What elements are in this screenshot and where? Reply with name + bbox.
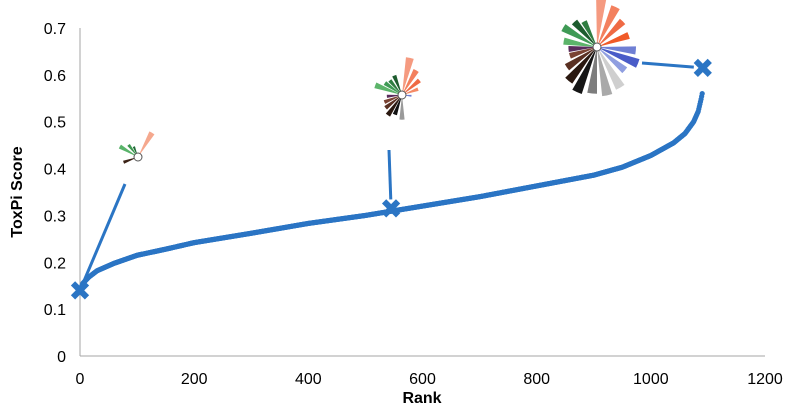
toxpi-slice xyxy=(568,46,597,52)
toxpi-center-dot xyxy=(133,152,143,162)
toxpi-slice xyxy=(597,32,630,47)
y-tick-label: 0.3 xyxy=(44,208,66,225)
x-tick-label: 400 xyxy=(295,371,322,388)
y-tick-label: 0.4 xyxy=(44,162,66,179)
x-tick-label: 1000 xyxy=(633,371,669,388)
toxpi-slice xyxy=(564,47,597,71)
x-tick-label: 800 xyxy=(523,371,550,388)
toxpi-slice xyxy=(399,95,405,120)
x-tick-label: 0 xyxy=(76,371,85,388)
toxpi-slice xyxy=(402,57,414,95)
toxpi-slice xyxy=(383,95,402,104)
callout-line xyxy=(82,183,127,283)
toxpi-slice xyxy=(392,95,402,116)
toxpi-slice xyxy=(402,87,419,95)
y-tick-label: 0.1 xyxy=(44,302,66,319)
data-point xyxy=(699,91,705,97)
score-curve xyxy=(77,65,706,293)
x-tick-labels: 0 200 400 600 800 1000 1200 xyxy=(76,371,783,388)
callout-lines xyxy=(82,61,694,283)
toxpi-slice xyxy=(563,37,597,47)
toxpi-slice xyxy=(561,24,597,47)
toxpi-profile-glyph xyxy=(561,0,640,97)
toxpi-slice xyxy=(565,47,597,84)
toxpi-center-dot xyxy=(397,90,407,100)
toxpi-slice xyxy=(402,78,421,95)
highlight-x-marker xyxy=(693,58,712,77)
toxpi-slice xyxy=(587,47,597,94)
y-tick-label: 0 xyxy=(57,349,66,366)
toxpi-slice xyxy=(571,19,597,47)
toxpi-profile-glyph xyxy=(374,57,421,120)
toxpi-slice xyxy=(383,81,402,95)
toxpi-slice xyxy=(597,18,626,47)
toxpi-slice xyxy=(597,5,620,48)
toxpi-slice xyxy=(374,82,402,95)
toxpi-slice xyxy=(596,0,607,47)
toxpi-slice xyxy=(569,47,597,59)
toxpi-slice xyxy=(597,46,636,55)
toxpi-slice xyxy=(597,47,628,74)
y-tick-label: 0.2 xyxy=(44,255,66,272)
toxpi-slice xyxy=(118,144,138,157)
toxpi-slice xyxy=(384,95,402,110)
y-tick-label: 0.6 xyxy=(44,68,66,85)
toxpi-slice xyxy=(388,79,402,95)
toxpi-slice xyxy=(392,74,402,95)
toxpi-slice xyxy=(572,47,597,94)
toxpi-slice xyxy=(402,68,419,95)
toxpi-slice xyxy=(385,95,402,117)
toxpi-profiles xyxy=(118,0,640,164)
callout-line xyxy=(641,61,694,69)
x-tick-label: 200 xyxy=(181,371,208,388)
toxpi-slice xyxy=(597,47,625,90)
x-axis-title: Rank xyxy=(402,390,441,407)
highlight-markers xyxy=(70,58,712,300)
axes xyxy=(79,28,765,357)
toxpi-profile-glyph xyxy=(118,131,155,164)
y-tick-label: 0.5 xyxy=(44,115,66,132)
x-tick-label: 1200 xyxy=(747,371,783,388)
callout-line xyxy=(387,149,393,200)
y-tick-labels: 0 0.1 0.2 0.3 0.4 0.5 0.6 0.7 xyxy=(44,21,66,366)
toxpi-slice xyxy=(138,131,155,157)
toxpi-slice xyxy=(597,47,640,68)
highlight-x-marker xyxy=(381,199,401,218)
highlight-x-marker xyxy=(70,281,90,300)
toxpi-center-dot xyxy=(592,42,602,52)
toxpi-slice xyxy=(581,20,597,47)
x-tick-label: 600 xyxy=(409,371,436,388)
y-tick-label: 0.7 xyxy=(44,21,66,38)
toxpi-slice xyxy=(597,47,613,97)
y-axis-title: ToxPi Score xyxy=(9,146,26,237)
